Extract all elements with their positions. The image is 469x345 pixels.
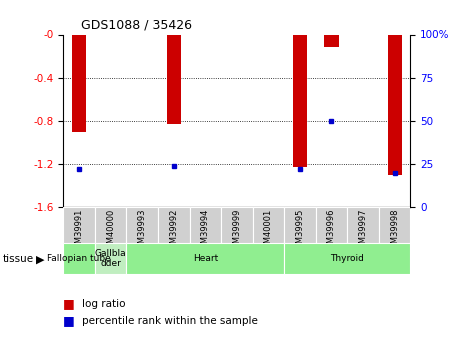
- Text: ■: ■: [63, 297, 75, 310]
- Bar: [325, 34, 339, 47]
- Text: ■: ■: [63, 314, 75, 327]
- Bar: [95, 207, 127, 243]
- Text: GSM39996: GSM39996: [327, 209, 336, 254]
- Text: GSM39992: GSM39992: [169, 209, 178, 254]
- Text: GSM39994: GSM39994: [201, 209, 210, 254]
- Bar: [158, 207, 189, 243]
- Bar: [221, 207, 253, 243]
- Text: percentile rank within the sample: percentile rank within the sample: [82, 316, 258, 326]
- Text: GSM40000: GSM40000: [106, 209, 115, 254]
- Bar: [316, 207, 347, 243]
- Text: GDS1088 / 35426: GDS1088 / 35426: [81, 19, 192, 32]
- Text: GSM39995: GSM39995: [295, 209, 304, 254]
- Bar: [63, 207, 95, 243]
- Text: Gallbla
dder: Gallbla dder: [95, 249, 127, 268]
- Bar: [387, 34, 402, 175]
- Text: Fallopian tube: Fallopian tube: [47, 254, 111, 263]
- Bar: [347, 207, 379, 243]
- Bar: [63, 243, 95, 274]
- Bar: [189, 207, 221, 243]
- Bar: [72, 34, 86, 131]
- Text: log ratio: log ratio: [82, 299, 126, 308]
- Bar: [95, 243, 127, 274]
- Text: GSM39997: GSM39997: [358, 209, 368, 254]
- Bar: [284, 243, 410, 274]
- Bar: [379, 207, 410, 243]
- Text: GSM39998: GSM39998: [390, 209, 399, 254]
- Bar: [127, 243, 284, 274]
- Bar: [253, 207, 284, 243]
- Bar: [284, 207, 316, 243]
- Text: GSM39993: GSM39993: [138, 209, 147, 254]
- Text: ▶: ▶: [36, 255, 45, 264]
- Text: GSM39991: GSM39991: [75, 209, 83, 254]
- Bar: [166, 34, 181, 124]
- Text: Thyroid: Thyroid: [330, 254, 364, 263]
- Text: GSM39999: GSM39999: [232, 209, 242, 254]
- Bar: [293, 34, 307, 167]
- Text: Heart: Heart: [193, 254, 218, 263]
- Bar: [127, 207, 158, 243]
- Text: GSM40001: GSM40001: [264, 209, 273, 254]
- Text: tissue: tissue: [2, 255, 33, 264]
